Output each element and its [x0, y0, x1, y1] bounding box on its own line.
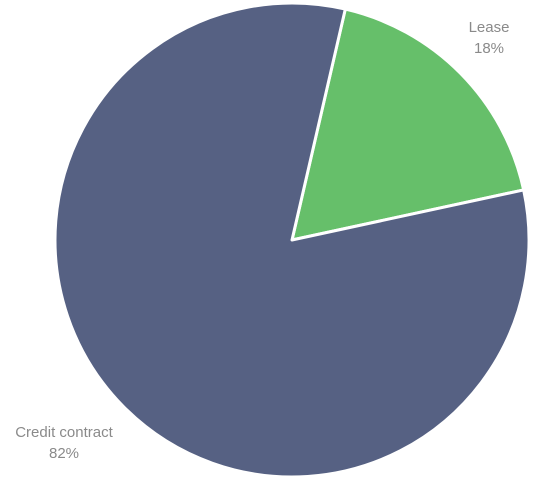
- slice-label-lease: Lease: [469, 19, 510, 36]
- pie-slice-lease: [290, 7, 526, 242]
- slice-label-credit-contract: Credit contract: [15, 424, 113, 441]
- slice-value-credit-contract: 82%: [49, 445, 79, 462]
- pie-labels: Lease 18% Credit contract 82%: [15, 19, 509, 462]
- pie-slice-credit-contract: [53, 1, 531, 477]
- slice-value-lease: 18%: [474, 40, 504, 57]
- pie-slices: [53, 1, 531, 477]
